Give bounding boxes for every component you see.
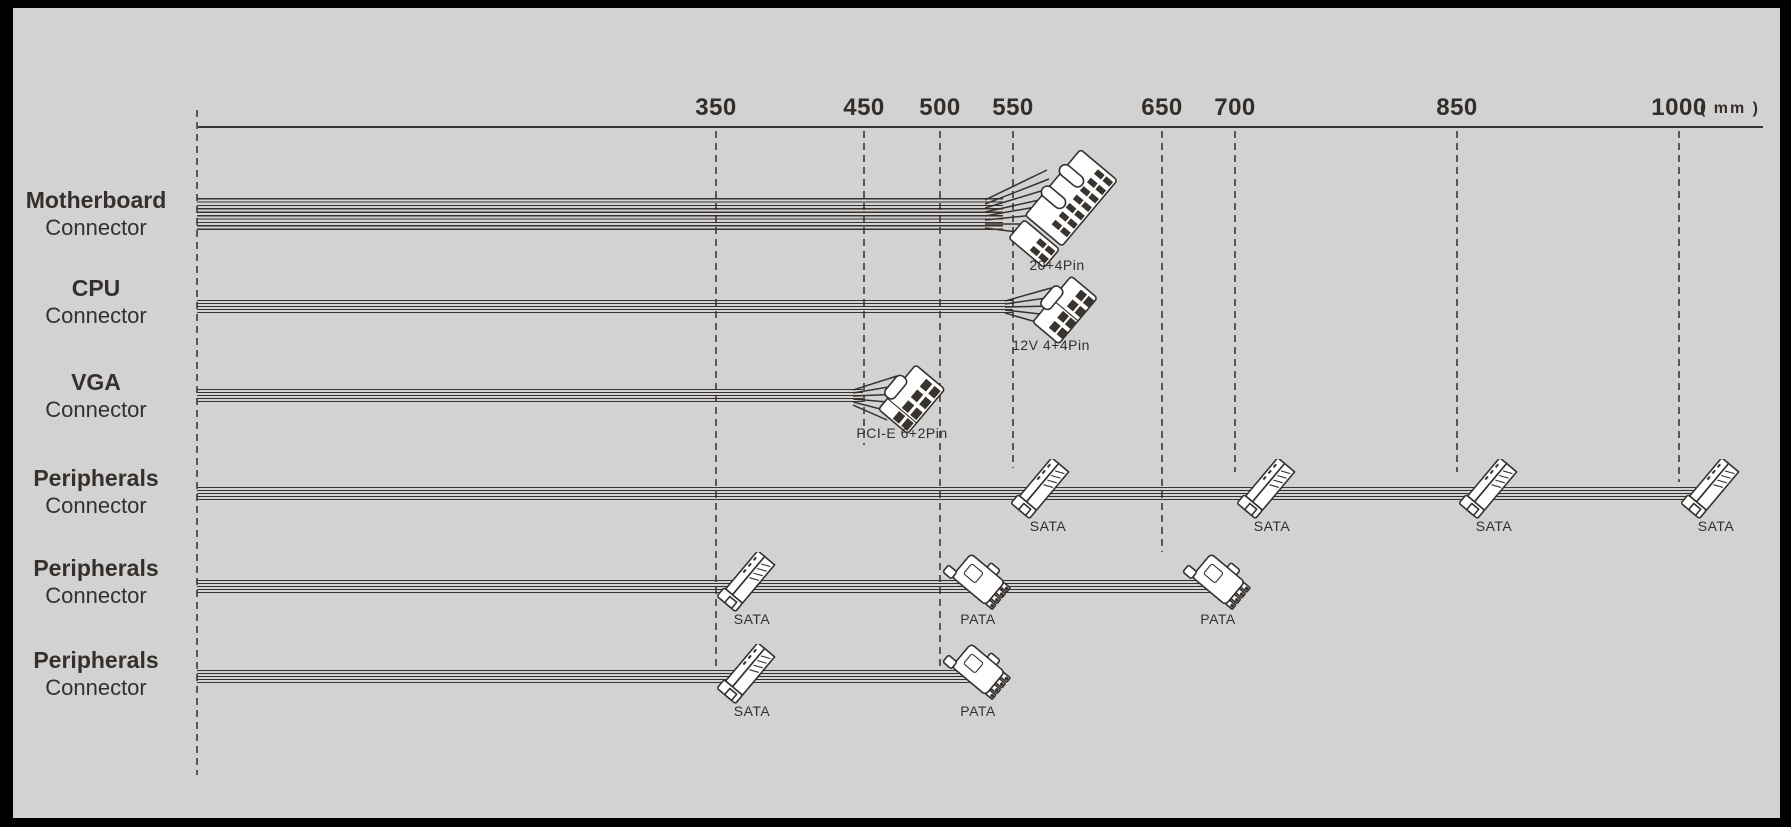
connector-caption: SATA xyxy=(1475,518,1513,534)
axis-tick-label: 500 xyxy=(919,94,961,121)
connector-caption: 12V 4+4Pin xyxy=(1012,337,1090,353)
connector-caption: PCI-E 6+2Pin xyxy=(856,425,948,441)
axis-tick-label: 850 xyxy=(1436,94,1478,121)
row-sublabel-peripherals-2: Connector xyxy=(45,583,147,608)
pata-connector-icon xyxy=(942,554,1011,610)
row-sublabel-cpu: Connector xyxy=(45,303,147,328)
pcie-6-2pin-connector-icon xyxy=(853,365,945,434)
sata-connector-icon xyxy=(717,552,776,612)
connector-caption: PATA xyxy=(1200,611,1236,627)
axis-tick-label: 700 xyxy=(1214,94,1256,121)
axis-tick-label: 350 xyxy=(695,94,737,121)
axis-tick-label: 650 xyxy=(1141,94,1183,121)
cable-vga xyxy=(197,389,863,403)
axis-unit-label: ( mm ) xyxy=(1700,100,1760,117)
sata-connector-icon xyxy=(717,644,776,704)
pata-connector-icon xyxy=(1182,554,1251,610)
axis-line xyxy=(197,126,1763,128)
row-label-peripherals-3: Peripherals xyxy=(33,647,159,673)
connector-caption: SATA xyxy=(733,703,771,719)
row-label-peripherals-2: Peripherals xyxy=(33,555,159,581)
row-sublabel-peripherals-3: Connector xyxy=(45,675,147,700)
cable-peripherals-2 xyxy=(197,580,1213,593)
eps-4-4pin-connector-icon xyxy=(1005,276,1097,344)
atx-20-4pin-connector-icon xyxy=(985,149,1117,268)
guide-line-700 xyxy=(1234,131,1236,472)
row-sublabel-motherboard: Connector xyxy=(45,215,147,240)
connector-caption: SATA xyxy=(733,611,771,627)
connector-caption: 20+4Pin xyxy=(1029,257,1085,273)
row-label-cpu: CPU xyxy=(71,275,121,301)
cable-peripherals-3 xyxy=(197,670,989,683)
row-label-vga: VGA xyxy=(71,369,121,395)
connector-caption: SATA xyxy=(1697,518,1735,534)
axis-tick-label: 1000 xyxy=(1651,94,1707,121)
connector-caption: PATA xyxy=(960,703,996,719)
cable-motherboard xyxy=(197,198,1003,231)
pata-connector-icon xyxy=(942,644,1011,700)
row-label-motherboard: Motherboard xyxy=(25,187,167,213)
connector-caption: SATA xyxy=(1253,518,1291,534)
axis-tick-label: 550 xyxy=(992,94,1034,121)
sata-connector-icon xyxy=(1237,459,1296,519)
sata-connector-icon xyxy=(1459,459,1518,519)
axis-origin-dashed-line xyxy=(196,110,198,775)
cable-peripherals-1 xyxy=(197,487,1697,500)
guide-line-850 xyxy=(1456,131,1458,472)
axis-tick-label: 450 xyxy=(843,94,885,121)
connector-caption: PATA xyxy=(960,611,996,627)
cable-cpu xyxy=(197,300,1013,314)
sata-connector-icon xyxy=(1681,459,1740,519)
guide-line-1000 xyxy=(1678,131,1680,482)
guide-line-450 xyxy=(863,131,865,445)
guide-line-500 xyxy=(939,131,941,670)
connector-caption: SATA xyxy=(1029,518,1067,534)
sata-connector-icon xyxy=(1011,459,1070,519)
row-sublabel-vga: Connector xyxy=(45,397,147,422)
row-label-peripherals-1: Peripherals xyxy=(33,465,159,491)
row-sublabel-peripherals-1: Connector xyxy=(45,493,147,518)
guide-line-650 xyxy=(1161,131,1163,552)
